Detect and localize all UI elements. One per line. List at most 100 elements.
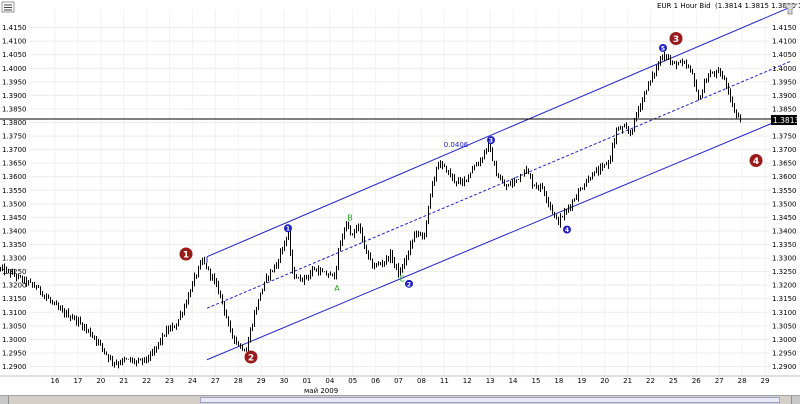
wave-marker-label: 4 <box>753 157 759 167</box>
wave-marker-label: 3 <box>673 35 679 45</box>
y-tick-label: 1.3600 <box>772 173 797 181</box>
abc-label: C <box>399 274 405 283</box>
wave-marker-3: 3 <box>669 31 683 45</box>
y-tick-label: 1.3400 <box>772 227 797 235</box>
x-tick-label: 18 <box>554 377 563 385</box>
y-tick-label: 1.3500 <box>772 200 797 208</box>
x-tick-label: 06 <box>371 377 380 385</box>
subwave-marker-circle <box>487 136 495 145</box>
y-tick-label: 1.3950 <box>2 78 27 86</box>
y-tick-label: 1.3150 <box>2 295 27 303</box>
subwave-marker-5: 5 <box>659 43 667 52</box>
subwave-marker-circle <box>405 279 413 288</box>
y-tick-label: 1.3050 <box>2 322 27 330</box>
wave-marker-circle <box>179 247 193 261</box>
x-tick-label: 22 <box>142 377 151 385</box>
y-tick-label: 1.3500 <box>2 200 27 208</box>
subwave-marker-label: 1 <box>286 226 290 233</box>
x-tick-label: 15 <box>532 377 541 385</box>
y-tick-label: 1.3400 <box>2 227 27 235</box>
y-tick-label: 1.3350 <box>2 241 27 249</box>
horizontal-scrollbar[interactable] <box>0 395 800 404</box>
y-tick-label: 1.2900 <box>2 363 27 371</box>
x-tick-label: 07 <box>394 377 403 385</box>
y-tick-label: 1.3550 <box>772 187 797 195</box>
y-tick-label: 1.3650 <box>772 160 797 168</box>
price-chart[interactable]: 1.2900 1.2950 1.3000 1.3050 1.3100 1.3150 1.32… <box>0 0 800 395</box>
y-tick-label: 1.3450 <box>2 214 27 222</box>
abc-label: A <box>334 284 340 293</box>
y-tick-label: 1.3250 <box>2 268 27 276</box>
channel-lower-line <box>206 115 791 361</box>
y-tick-label: 1.4100 <box>772 38 797 46</box>
last-price-label: 1.3813 <box>773 116 799 125</box>
y-tick-label: 1.3800 <box>2 119 27 127</box>
x-tick-label: 14 <box>509 377 518 385</box>
regression-channel <box>206 6 791 361</box>
y-tick-label: 1.3250 <box>772 268 797 276</box>
y-tick-label: 1.3200 <box>772 282 797 290</box>
chart-quote: (1.3814 1.3815 1.3812 1.3813) <box>715 2 800 10</box>
x-tick-label: 20 <box>96 377 105 385</box>
x-tick-label: 05 <box>348 377 357 385</box>
y-tick-label: 1.3900 <box>2 92 27 100</box>
x-tick-label: 25 <box>669 377 678 385</box>
chart-title: EUR 1 Hour Bid <box>657 2 711 10</box>
x-tick-label: 29 <box>761 377 770 385</box>
y-tick-label: 1.3850 <box>772 105 797 113</box>
subwave-marker-circle <box>563 225 571 234</box>
wave-marker-circle <box>669 31 683 45</box>
x-tick-label: 04 <box>325 377 334 385</box>
settings-icon[interactable] <box>1 1 15 13</box>
scroll-thumb[interactable] <box>200 397 780 403</box>
y-tick-label: 1.3600 <box>2 173 27 181</box>
subwave-marker-3: 3 <box>487 136 495 145</box>
y-tick-label: 1.3900 <box>772 92 797 100</box>
scroll-left-arrow-icon[interactable] <box>0 396 9 404</box>
wave-marker-4: 4 <box>749 153 763 167</box>
subwave-marker-1: 1 <box>284 224 292 233</box>
x-tick-label: 01 <box>302 377 311 385</box>
subwave-marker-label: 2 <box>407 281 411 288</box>
filter-icon[interactable] <box>782 3 798 15</box>
y-tick-label: 1.3950 <box>772 78 797 86</box>
wave-marker-label: 2 <box>248 354 254 364</box>
x-tick-label: 21 <box>119 377 128 385</box>
subwave-marker-2: 2 <box>405 279 413 288</box>
x-tick-label: 22 <box>646 377 655 385</box>
x-tick-label: 13 <box>486 377 495 385</box>
subwave-marker-4: 4 <box>563 225 571 234</box>
wave-marker-2: 2 <box>244 350 258 364</box>
x-tick-label: 11 <box>440 377 449 385</box>
y-tick-label: 1.3700 <box>772 146 797 154</box>
subwave-marker-circle <box>659 43 667 52</box>
subwave-marker-label: 5 <box>661 45 665 52</box>
x-tick-label: 08 <box>417 377 426 385</box>
subwave-marker-label: 3 <box>489 138 493 145</box>
wave-marker-1: 1 <box>179 247 193 261</box>
y-tick-label: 1.3000 <box>772 336 797 344</box>
y-tick-label: 1.4150 <box>772 24 797 32</box>
x-tick-label: 17 <box>73 377 82 385</box>
x-tick-label: 20 <box>600 377 609 385</box>
x-tick-label: 24 <box>188 377 197 385</box>
y-tick-label: 1.3350 <box>772 241 797 249</box>
wave-annotations: 1 2 3 4 1 2 3 4 5 A B C 0.0406 <box>179 31 763 364</box>
x-tick-label: 23 <box>165 377 174 385</box>
y-tick-label: 1.3750 <box>772 133 797 141</box>
scroll-right-arrow-icon[interactable] <box>791 396 800 404</box>
last-price-badge: 1.3813 <box>771 115 799 125</box>
x-axis-month-label: май 2009 <box>304 387 338 395</box>
y-tick-label: 1.4000 <box>772 65 797 73</box>
y-tick-label: 1.3750 <box>2 133 27 141</box>
y-tick-label: 1.3000 <box>2 336 27 344</box>
y-tick-label: 1.4150 <box>2 24 27 32</box>
y-tick-label: 1.3200 <box>2 282 27 290</box>
x-tick-label: 30 <box>280 377 289 385</box>
wave-marker-circle <box>749 153 763 167</box>
channel-width-label: 0.0406 <box>444 141 469 149</box>
x-tick-label: 28 <box>234 377 243 385</box>
y-tick-label: 1.3100 <box>2 309 27 317</box>
channel-upper-line <box>206 6 791 258</box>
subwave-marker-label: 4 <box>565 227 569 234</box>
